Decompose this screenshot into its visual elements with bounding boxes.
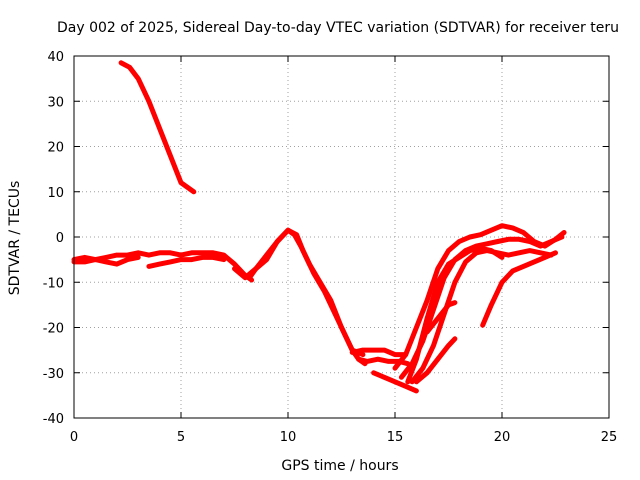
y-tick-label: 30 — [47, 95, 64, 110]
x-tick-label: 5 — [177, 430, 185, 445]
series-arc-14 — [424, 300, 458, 335]
x-tick-label: 20 — [494, 430, 511, 445]
series-arc-4 — [146, 254, 227, 269]
axis-ticks: 0 5 10 15 20 25 -40 -30 -20 -10 0 10 20 30 40 — [43, 50, 618, 445]
x-tick-label: 10 — [280, 430, 297, 445]
x-axis-label: GPS time / hours — [281, 458, 398, 474]
y-tick-label: -20 — [43, 322, 64, 337]
chart-title: Day 002 of 2025, Sidereal Day-to-day VTE… — [57, 20, 619, 36]
y-tick-label: -40 — [43, 412, 64, 427]
series-arc-7 — [349, 347, 409, 358]
series-arc-1 — [118, 60, 197, 195]
y-tick-label: 0 — [56, 231, 64, 246]
series-arc-13 — [405, 245, 505, 385]
x-tick-label: 0 — [70, 430, 78, 445]
series-arc-16 — [480, 250, 558, 328]
series-arc-3 — [71, 254, 141, 267]
series-arc-15 — [413, 336, 458, 385]
y-axis-label: SDTVAR / TECUs — [7, 181, 23, 296]
series-arc-9 — [371, 370, 419, 394]
data-series — [71, 60, 567, 394]
y-tick-label: 20 — [47, 141, 64, 156]
series-arc-12 — [409, 248, 554, 385]
series-arc-11 — [398, 234, 565, 380]
x-tick-label: 15 — [387, 430, 404, 445]
series-arc-2 — [71, 250, 255, 283]
y-tick-label: 10 — [47, 186, 64, 201]
grid-lines — [74, 56, 609, 418]
y-tick-label: 40 — [47, 50, 64, 65]
y-tick-label: -10 — [43, 276, 64, 291]
x-tick-label: 25 — [601, 430, 618, 445]
y-tick-label: -30 — [43, 367, 64, 382]
series-arc-6 — [247, 227, 368, 367]
